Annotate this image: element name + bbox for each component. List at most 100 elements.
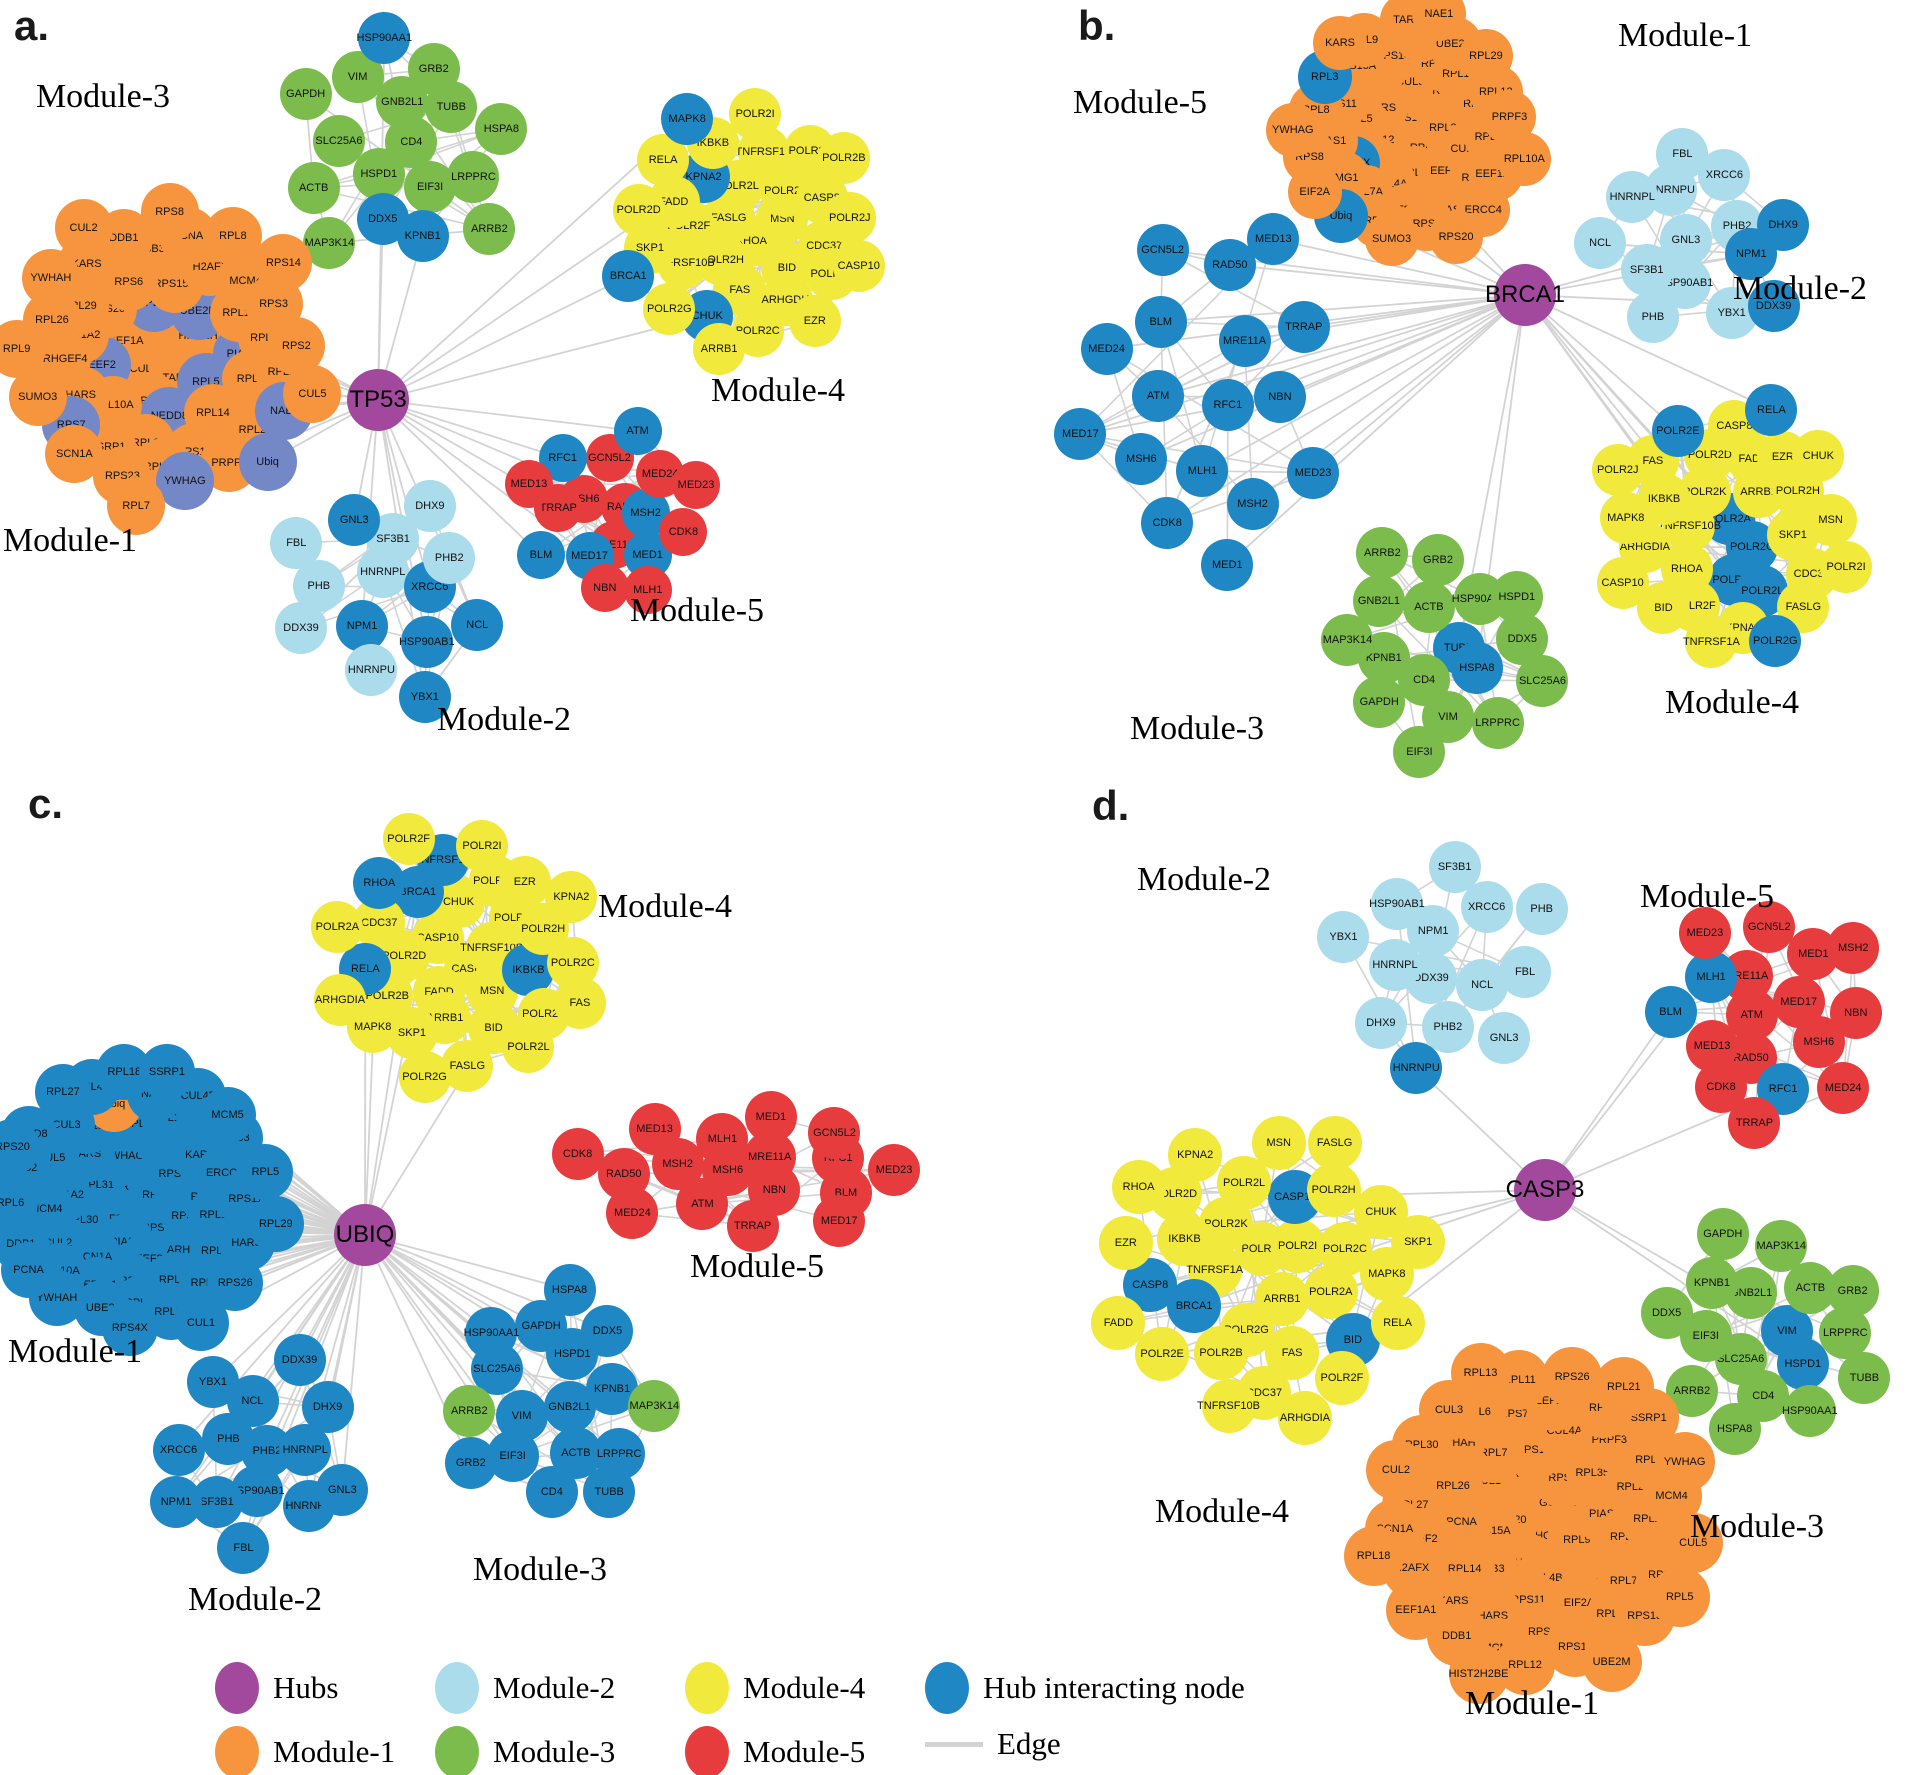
node-hsp90aa1[interactable]: HSP90AA1 [1782,1385,1838,1438]
node-blm[interactable]: BLM [516,531,565,580]
node-msn[interactable]: MSN [1251,1116,1306,1171]
node-polr2h[interactable]: POLR2H [1306,1162,1361,1217]
node-dhx9[interactable]: DHX9 [301,1381,354,1434]
node-ybx1[interactable]: YBX1 [1317,911,1370,964]
node-gapdh[interactable]: GAPDH [1696,1207,1749,1260]
node-lrpprc[interactable]: LRPPRC [447,151,500,204]
node-fbl[interactable]: FBL [270,516,323,569]
node-med1[interactable]: MED1 [744,1091,797,1144]
node-rfc1[interactable]: RFC1 [1201,379,1254,432]
node-mlh1[interactable]: MLH1 [696,1113,749,1166]
node-atm[interactable]: ATM [676,1177,729,1230]
node-ubiq[interactable]: Ubiq [238,432,297,491]
node-nbn[interactable]: NBN [1829,987,1882,1040]
node-polr2b[interactable]: POLR2B [817,132,870,185]
node-med24[interactable]: MED24 [606,1187,659,1240]
node-ncl[interactable]: NCL [1574,217,1627,270]
node-hnrnpu[interactable]: HNRNPU [345,644,398,697]
node-phb[interactable]: PHB [1515,882,1568,935]
node-cdk8[interactable]: CDK8 [1141,496,1194,549]
node-rpl29[interactable]: RPL29 [247,1195,304,1252]
node-polr2j[interactable]: POLR2J [1591,443,1644,496]
node-gcn5l2[interactable]: GCN5L2 [1136,223,1189,276]
node-rpl27[interactable]: RPL27 [34,1063,91,1120]
node-mre11a[interactable]: MRE11A [1218,314,1271,367]
node-med17[interactable]: MED17 [1054,408,1107,461]
node-ddx5[interactable]: DDX5 [581,1304,634,1357]
node-arrb2[interactable]: ARRB2 [443,1384,496,1437]
node-rps14[interactable]: RPS14 [254,233,313,292]
node-polr2f[interactable]: POLR2F [382,812,435,865]
node-blm[interactable]: BLM [1134,295,1187,348]
node-trrap[interactable]: TRRAP [1728,1097,1781,1150]
node-tnfrsf10b[interactable]: TNFRSF10B [1197,1379,1260,1434]
node-ikbkb[interactable]: IKBKB [1157,1211,1212,1266]
node-polr2g[interactable]: POLR2G [643,282,696,335]
node-med1[interactable]: MED1 [1201,538,1254,591]
node-actb[interactable]: ACTB [1402,581,1455,634]
node-polr2j[interactable]: POLR2J [823,192,876,245]
node-polr2i[interactable]: POLR2I [455,819,508,872]
node-sf3b1[interactable]: SF3B1 [1428,841,1481,894]
node-kpna2[interactable]: KPNA2 [545,871,598,924]
node-polr2d[interactable]: POLR2D [612,183,665,236]
node-arrb2[interactable]: ARRB2 [1356,526,1409,579]
node-ube2m[interactable]: UBE2M [1581,1632,1642,1693]
node-fbl[interactable]: FBL [1656,128,1709,181]
node-npm1[interactable]: NPM1 [150,1475,203,1528]
node-rpl29[interactable]: RPL29 [1458,29,1513,84]
node-hsp90aa1[interactable]: HSP90AA1 [464,1306,519,1359]
node-lrpprc[interactable]: LRPPRC [1471,697,1524,750]
node-grb2[interactable]: GRB2 [1412,533,1465,586]
node-grb2[interactable]: GRB2 [407,43,460,96]
node-med24[interactable]: MED24 [1080,322,1133,375]
hub-node-ubiq[interactable]: UBIQ [334,1204,396,1266]
node-rpl13[interactable]: RPL13 [1450,1342,1511,1403]
node-arrb1[interactable]: ARRB1 [693,323,746,376]
node-hnrnpl[interactable]: HNRNPL [1606,171,1659,224]
node-rhoa[interactable]: RHOA [1111,1159,1166,1214]
node-hsp90aa1[interactable]: HSP90AA1 [356,11,412,64]
node-eif3i[interactable]: EIF3I [1393,726,1446,779]
node-arrb2[interactable]: ARRB2 [463,203,516,256]
node-rps26[interactable]: RPS26 [1542,1346,1603,1407]
node-dhx9[interactable]: DHX9 [403,479,456,532]
node-casp10[interactable]: CASP10 [832,240,885,293]
node-mapk8[interactable]: MAPK8 [661,93,714,146]
node-brca1[interactable]: BRCA1 [602,250,655,303]
node-rhoa[interactable]: RHOA [353,856,406,909]
node-grb2[interactable]: GRB2 [444,1437,497,1490]
node-phb2[interactable]: PHB2 [423,531,476,584]
node-med23[interactable]: MED23 [672,460,721,509]
node-arhgdia[interactable]: ARHGDIA [1277,1390,1332,1445]
node-ddx39[interactable]: DDX39 [273,1333,326,1386]
node-skp1[interactable]: SKP1 [1391,1215,1446,1270]
node-mlh1[interactable]: MLH1 [1176,445,1229,497]
node-kpna2[interactable]: KPNA2 [1168,1127,1223,1182]
node-med13[interactable]: MED13 [504,460,553,509]
node-gcn5l2[interactable]: GCN5L2 [808,1107,861,1160]
node-fas[interactable]: FAS [553,976,606,1029]
node-ezr[interactable]: EZR [1098,1216,1153,1271]
node-msh2[interactable]: MSH2 [1226,477,1279,530]
node-fadd[interactable]: FADD [1091,1295,1146,1350]
node-polr2i[interactable]: POLR2I [729,87,782,140]
node-ywhag[interactable]: YWHAG [1265,103,1320,157]
node-rpl10a[interactable]: RPL10A [1497,131,1552,186]
node-med13[interactable]: MED13 [1247,213,1300,266]
node-rps8[interactable]: RPS8 [140,182,199,241]
node-nbn[interactable]: NBN [1253,370,1306,423]
node-eef1a1[interactable]: EEF1A1 [1385,1580,1446,1641]
node-cdk8[interactable]: CDK8 [551,1127,604,1180]
node-hspa8[interactable]: HSPA8 [1450,641,1503,694]
hub-node-casp3[interactable]: CASP3 [1506,1159,1584,1221]
node-blm[interactable]: BLM [1644,985,1697,1038]
node-rela[interactable]: RELA [1370,1296,1425,1351]
node-ncl[interactable]: NCL [451,599,504,652]
node-ybx1[interactable]: YBX1 [186,1356,239,1409]
node-npm1[interactable]: NPM1 [336,599,389,652]
node-tnfrsf1a[interactable]: TNFRSF1A [1683,615,1740,668]
node-msh6[interactable]: MSH6 [1115,433,1168,486]
node-msn[interactable]: MSN [1804,493,1857,546]
node-ddx39[interactable]: DDX39 [275,602,327,655]
